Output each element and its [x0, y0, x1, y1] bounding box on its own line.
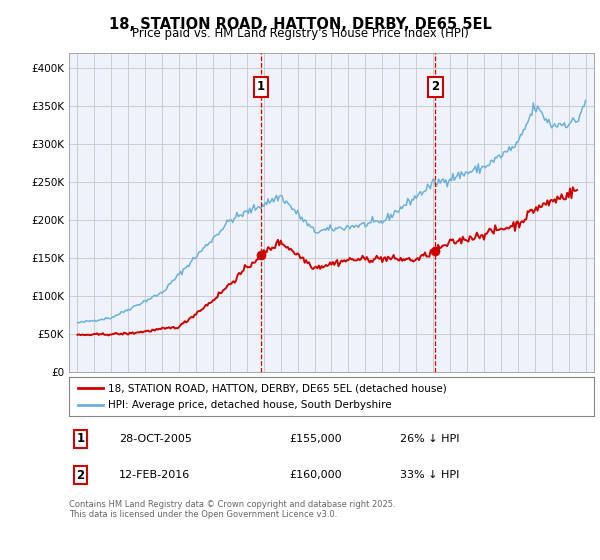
Text: 18, STATION ROAD, HATTON, DERBY, DE65 5EL (detached house): 18, STATION ROAD, HATTON, DERBY, DE65 5E… — [109, 383, 447, 393]
Text: 2: 2 — [431, 80, 439, 93]
Text: 1: 1 — [76, 432, 85, 445]
Text: 1: 1 — [257, 80, 265, 93]
Text: 12-FEB-2016: 12-FEB-2016 — [119, 470, 190, 480]
Text: 26% ↓ HPI: 26% ↓ HPI — [400, 434, 459, 444]
Text: 33% ↓ HPI: 33% ↓ HPI — [400, 470, 459, 480]
Text: 28-OCT-2005: 28-OCT-2005 — [119, 434, 192, 444]
Text: £160,000: £160,000 — [290, 470, 342, 480]
Text: Contains HM Land Registry data © Crown copyright and database right 2025.
This d: Contains HM Land Registry data © Crown c… — [69, 500, 395, 519]
Text: 2: 2 — [76, 469, 85, 482]
Text: HPI: Average price, detached house, South Derbyshire: HPI: Average price, detached house, Sout… — [109, 400, 392, 410]
Text: 18, STATION ROAD, HATTON, DERBY, DE65 5EL: 18, STATION ROAD, HATTON, DERBY, DE65 5E… — [109, 17, 491, 32]
Text: Price paid vs. HM Land Registry's House Price Index (HPI): Price paid vs. HM Land Registry's House … — [131, 27, 469, 40]
Text: £155,000: £155,000 — [290, 434, 342, 444]
